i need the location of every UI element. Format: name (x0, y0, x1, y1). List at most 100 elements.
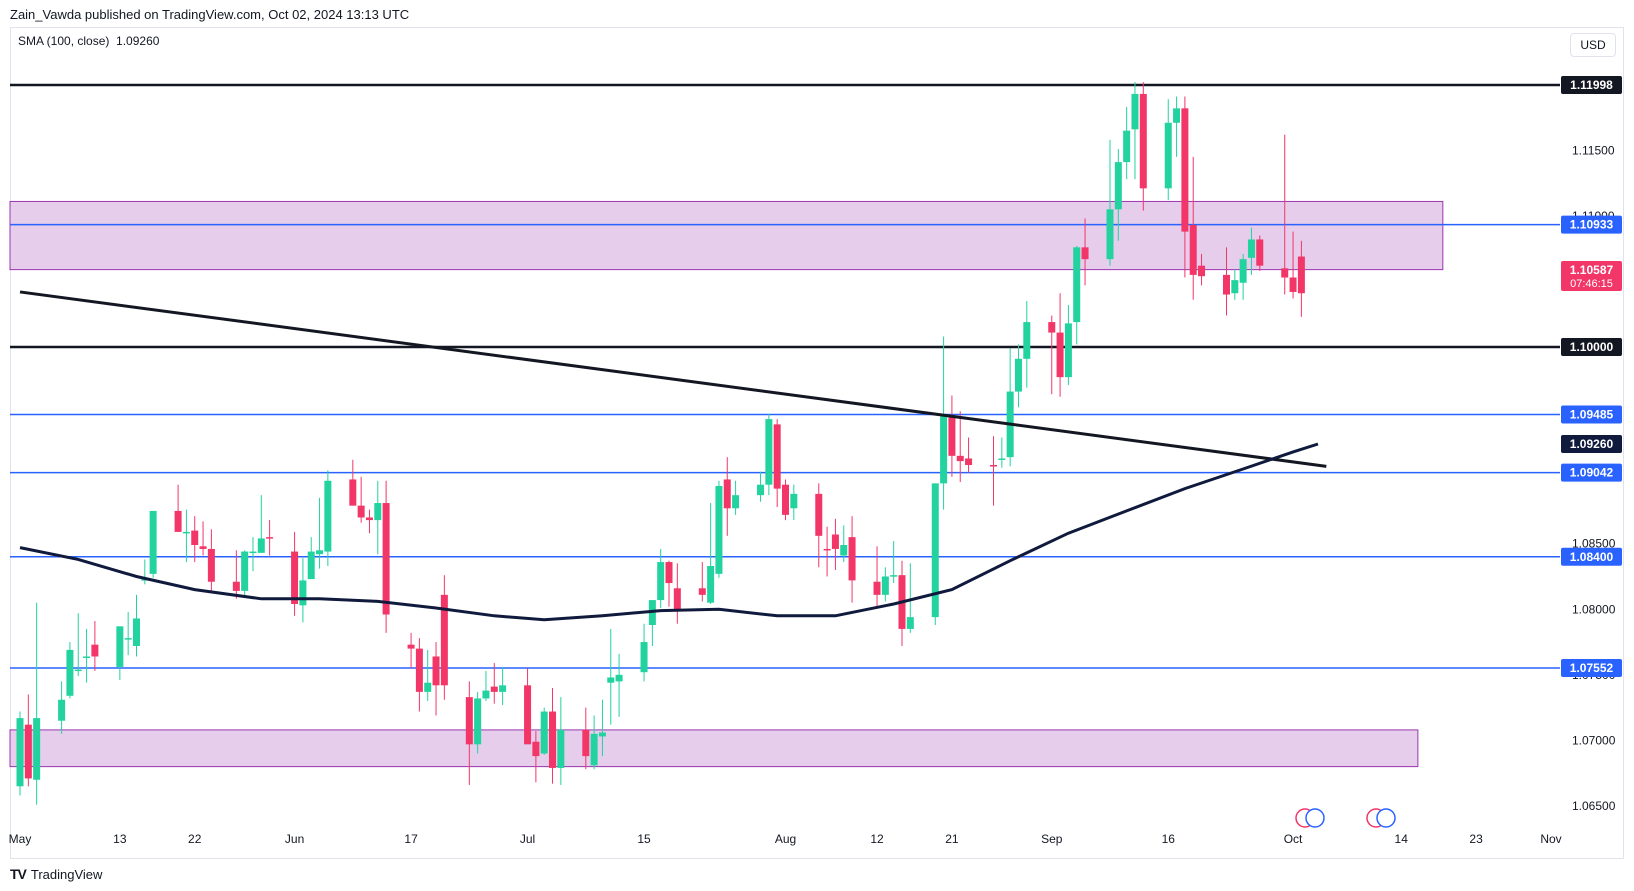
candle-body (1281, 268, 1289, 278)
candle-body (440, 594, 448, 686)
indicator-legend[interactable]: SMA (100, close) 1.09260 (18, 34, 159, 48)
candle (382, 480, 390, 633)
candle-body (965, 458, 973, 466)
chart-frame (10, 27, 1624, 859)
candle-body (598, 732, 606, 737)
candle (757, 471, 765, 502)
candle (815, 483, 823, 568)
candle (316, 497, 324, 569)
us-flag-icon (1305, 808, 1325, 828)
candle-body (881, 576, 889, 595)
candle-body (407, 644, 415, 649)
candle-body (1189, 225, 1197, 275)
x-tick-label: Sep (1041, 832, 1063, 846)
candle (906, 563, 914, 633)
candle (1189, 156, 1197, 300)
candle-body (124, 638, 132, 640)
candle-body (1289, 277, 1297, 292)
candle-body (1173, 108, 1181, 123)
candle (349, 459, 357, 506)
candle-body (465, 697, 473, 745)
level-tag: 1.10933 (1561, 215, 1622, 234)
candle-body (24, 724, 32, 779)
us-flag-icon (1376, 808, 1396, 828)
candle-body (324, 480, 332, 552)
candle-body (831, 534, 839, 549)
candle-body (1048, 322, 1056, 333)
candle (182, 509, 190, 563)
candle (191, 516, 199, 563)
tag-bg (1561, 76, 1622, 94)
candle-body (757, 484, 765, 496)
candle (590, 715, 598, 770)
event-markers[interactable] (1295, 808, 1396, 828)
candle (607, 628, 615, 725)
candle (499, 666, 507, 705)
candle-body (58, 699, 66, 721)
candle (74, 613, 82, 677)
tag-bg (1561, 547, 1622, 566)
candle-body (316, 550, 324, 555)
candle (1247, 227, 1255, 275)
publish-info: Zain_Vawda published on TradingView.com,… (10, 7, 410, 22)
candle-body (723, 479, 731, 509)
candle-body (1181, 108, 1189, 232)
candle-body (382, 503, 390, 615)
tag-label: 1.10587 (1570, 263, 1614, 277)
candle-body (257, 538, 265, 553)
branding: TV TradingView (10, 866, 102, 882)
candle (840, 525, 848, 563)
level-tag: 1.09485 (1561, 405, 1622, 424)
candle (990, 436, 998, 506)
candle (149, 510, 157, 578)
candle-body (424, 682, 432, 692)
candle (207, 529, 215, 594)
tag-countdown: 07:46:15 (1570, 278, 1613, 290)
candle (424, 649, 432, 702)
level-tag: 1.09042 (1561, 463, 1622, 482)
candle (407, 632, 415, 669)
candle (790, 484, 798, 521)
candle (890, 541, 898, 584)
candle-body (557, 729, 565, 768)
candle-body (998, 458, 1006, 460)
candle-body (1131, 93, 1139, 130)
candle (1106, 139, 1114, 266)
candle-body (16, 718, 24, 787)
tag-bg (1561, 463, 1622, 482)
candle-body (415, 648, 423, 692)
candle (58, 681, 66, 734)
tag-label: 1.11998 (1570, 78, 1613, 92)
y-tick-label: 1.06500 (1572, 799, 1616, 813)
candle (1006, 348, 1014, 467)
candle (648, 600, 656, 646)
candle (598, 699, 606, 757)
candle (1164, 99, 1172, 201)
level-tag: 1.08400 (1561, 547, 1622, 566)
candle-body (182, 531, 190, 534)
candle-body (490, 686, 498, 692)
candle-body (890, 575, 898, 577)
candle (241, 550, 249, 598)
candle (1131, 82, 1139, 180)
candle-body (33, 718, 41, 780)
levels-layer (10, 83, 1560, 669)
candle (881, 567, 889, 602)
indicator-name: SMA (100, close) (18, 34, 110, 48)
candle (1114, 148, 1122, 241)
tag-label: 1.09042 (1570, 466, 1614, 480)
x-tick-label: 15 (637, 832, 651, 846)
currency-button[interactable]: USD (1570, 33, 1616, 57)
candle-body (365, 517, 373, 521)
candle-body (374, 503, 382, 521)
candle (257, 495, 265, 553)
level-tag: 1.07552 (1561, 659, 1622, 678)
tag-label: 1.08400 (1570, 550, 1614, 564)
candle (615, 653, 623, 717)
candle (998, 437, 1006, 468)
candle-body (524, 685, 532, 745)
x-tick-label: Nov (1540, 832, 1561, 846)
candle (1289, 231, 1297, 299)
candle (732, 480, 740, 515)
